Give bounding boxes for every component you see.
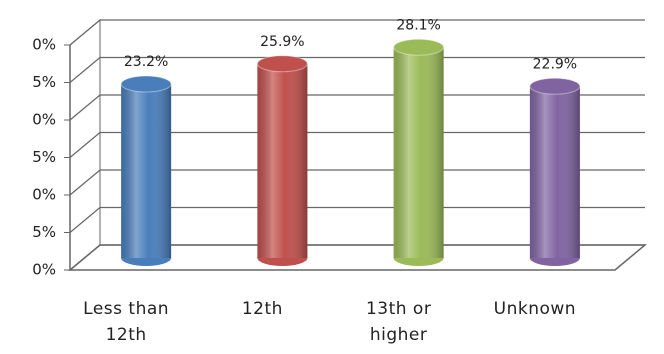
grid-line [69,169,645,196]
x-tick-label: Unknown [493,299,577,319]
bar-top [393,38,445,56]
bar-top [529,77,581,95]
x-tick-label: 13th or higher [365,299,432,345]
value-label: 22.9% [533,56,577,72]
bar-top [256,55,308,73]
grid-line [69,94,645,121]
y-tick-label: 0% [32,36,56,54]
y-tick-label: 5% [32,73,56,91]
bar-shade [121,84,172,258]
y-tick-label: 0% [32,111,56,129]
bar-shade [393,47,444,258]
y-tick-label: 0% [32,186,56,204]
y-tick-label: 5% [32,148,56,166]
x-tick-label: Less than 12th [83,299,170,345]
bar-shade [257,63,308,258]
x-tick-label: 12th [241,299,283,319]
value-label: 23.2% [124,54,168,70]
grid-line [69,131,645,158]
bar-shade [529,86,580,258]
bar-top [120,75,172,93]
grid-line [69,244,645,271]
grid-line [69,19,645,46]
grid-line [69,206,645,233]
value-label: 28.1% [396,17,440,33]
grid-line [69,56,645,83]
value-label: 25.9% [260,34,304,50]
y-tick-label: 5% [32,223,56,241]
y-tick-label: 0% [32,261,56,279]
